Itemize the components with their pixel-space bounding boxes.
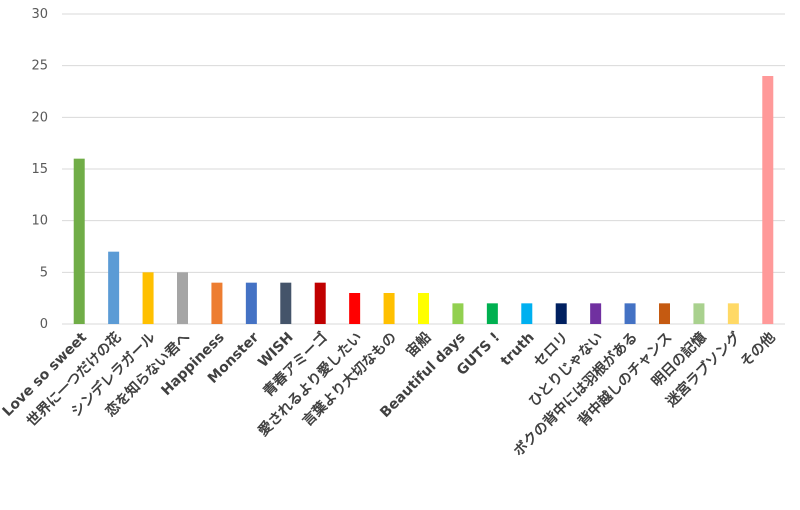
bar <box>452 303 464 324</box>
y-tick-label: 5 <box>40 265 48 280</box>
x-tick-label: truth <box>498 330 538 370</box>
bar <box>727 303 739 324</box>
bar <box>314 282 326 324</box>
bar <box>211 282 223 324</box>
y-tick-label: 10 <box>31 214 48 229</box>
y-tick-label: 25 <box>31 59 48 74</box>
bar <box>73 158 85 324</box>
bar <box>590 303 602 324</box>
y-tick-label: 30 <box>31 7 48 22</box>
bar <box>659 303 670 324</box>
y-tick-label: 0 <box>40 317 48 332</box>
y-tick-label: 15 <box>31 162 48 177</box>
gridlines <box>62 13 785 325</box>
bar <box>177 272 188 324</box>
y-tick-label: 20 <box>31 110 48 125</box>
bar <box>624 303 636 324</box>
bar <box>280 282 292 324</box>
bar <box>142 272 154 324</box>
bar <box>245 282 257 324</box>
bars <box>73 76 774 324</box>
bar <box>762 76 774 324</box>
bar <box>418 293 429 324</box>
bar <box>521 303 533 324</box>
x-tick-label: その他 <box>737 329 779 371</box>
bar <box>383 293 395 324</box>
bar <box>693 303 705 324</box>
bar <box>349 293 361 324</box>
bar <box>108 251 120 324</box>
x-axis-ticks: Love so sweet世界に一つだけの花シンデレラガール恋を知らない君へHa… <box>0 329 779 460</box>
x-tick-label: 宙船 <box>403 329 435 361</box>
bar <box>486 303 498 324</box>
y-axis-ticks: 0 5 10 15 20 25 30 <box>31 7 48 332</box>
bar <box>555 303 567 324</box>
